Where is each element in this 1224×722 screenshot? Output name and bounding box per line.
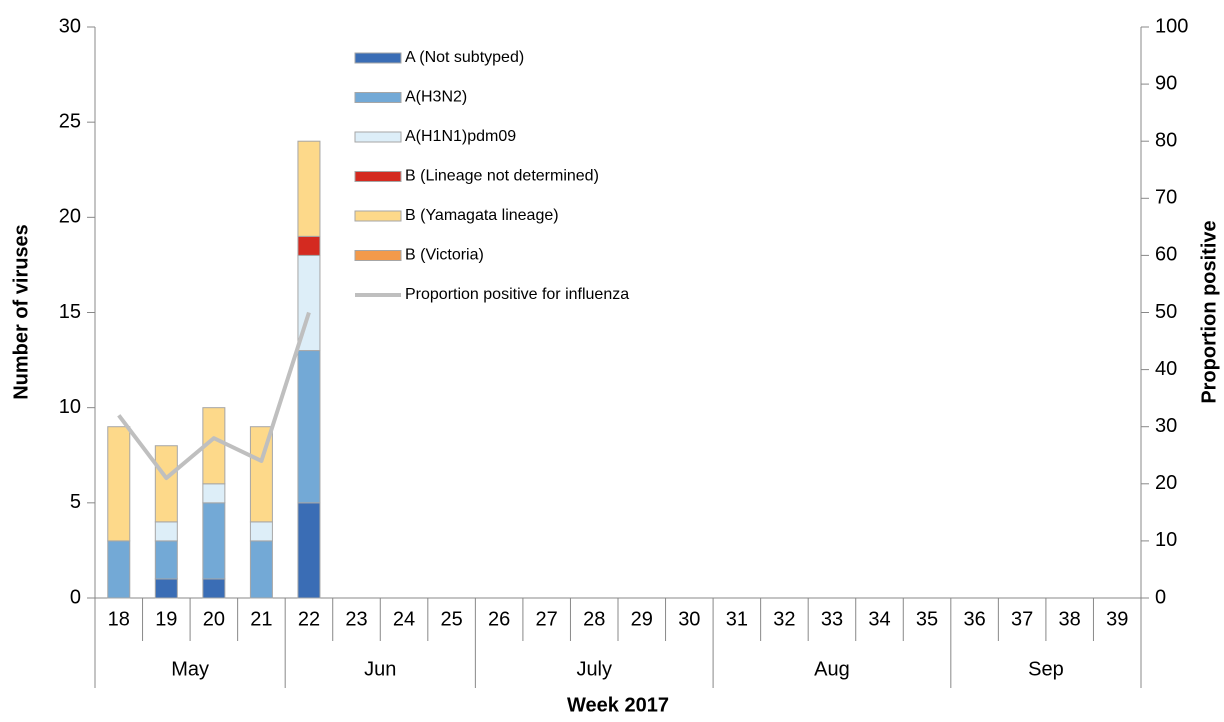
- bar: [202, 483, 226, 504]
- bar: [154, 445, 178, 523]
- legend-label: Proportion positive for influenza: [405, 286, 629, 303]
- legend-swatch: [354, 92, 402, 103]
- x-group-label: July: [576, 658, 612, 680]
- y-tick-label: 10: [59, 396, 81, 418]
- x-group-label: Sep: [1028, 658, 1064, 680]
- x-tick-label: 36: [963, 608, 985, 630]
- x-tick-label: 27: [536, 608, 558, 630]
- bar: [249, 540, 273, 599]
- bar: [297, 350, 321, 504]
- y-tick-label: 15: [59, 301, 81, 323]
- x-tick-label: 20: [203, 608, 225, 630]
- y2-tick-label: 10: [1155, 529, 1177, 551]
- x-tick-label: 35: [916, 608, 938, 630]
- bar: [249, 426, 273, 523]
- x-tick-label: 30: [678, 608, 700, 630]
- x-axis-title: Week 2017: [567, 694, 669, 716]
- y-tick-label: 0: [70, 586, 81, 608]
- legend-swatch: [354, 210, 402, 222]
- legend-label: B (Yamagata lineage): [405, 207, 559, 224]
- y-tick-label: 20: [59, 206, 81, 228]
- y2-tick-label: 90: [1155, 72, 1177, 94]
- x-group-label: Jun: [364, 658, 396, 680]
- x-tick-label: 38: [1059, 608, 1081, 630]
- y-axis-title: Number of viruses: [10, 224, 32, 400]
- legend-label: B (Victoria): [405, 247, 484, 264]
- y2-axis-title: Proportion positive: [1198, 220, 1220, 403]
- legend-label: A(H1N1)pdm09: [405, 128, 516, 145]
- y2-tick-label: 20: [1155, 472, 1177, 494]
- bar: [297, 502, 321, 599]
- bar: [154, 521, 178, 542]
- x-tick-label: 23: [345, 608, 367, 630]
- y2-tick-label: 60: [1155, 244, 1177, 266]
- y2-tick-label: 100: [1155, 15, 1188, 37]
- x-group-label: May: [171, 658, 209, 680]
- x-tick-label: 22: [298, 608, 320, 630]
- legend-label: A(H3N2): [405, 89, 467, 106]
- x-tick-label: 29: [631, 608, 653, 630]
- bar: [154, 578, 178, 599]
- legend-swatch: [354, 250, 402, 261]
- x-tick-label: 34: [868, 608, 890, 630]
- x-tick-label: 19: [155, 608, 177, 630]
- y2-tick-label: 40: [1155, 358, 1177, 380]
- y-tick-label: 25: [59, 110, 81, 132]
- x-tick-label: 37: [1011, 608, 1033, 630]
- legend-swatch: [354, 52, 402, 64]
- y2-tick-label: 30: [1155, 415, 1177, 437]
- bar: [107, 540, 131, 599]
- bar: [107, 426, 131, 542]
- bar: [202, 578, 226, 599]
- bar: [297, 235, 321, 256]
- y2-tick-label: 50: [1155, 301, 1177, 323]
- x-tick-label: 28: [583, 608, 605, 630]
- x-tick-label: 21: [250, 608, 272, 630]
- bar: [297, 140, 321, 237]
- line: [117, 311, 311, 481]
- x-tick-label: 32: [773, 608, 795, 630]
- x-tick-label: 31: [726, 608, 748, 630]
- x-tick-label: 39: [1106, 608, 1128, 630]
- y2-tick-label: 80: [1155, 129, 1177, 151]
- y2-tick-label: 70: [1155, 187, 1177, 209]
- bar: [249, 521, 273, 542]
- bar: [202, 502, 226, 580]
- y2-tick-label: 0: [1155, 586, 1166, 608]
- legend: A (Not subtyped) A(H3N2) A(H1N1)pdm09 B (Li…: [354, 49, 629, 303]
- y-tick-label: 30: [59, 15, 81, 37]
- bar: [154, 540, 178, 580]
- legend-swatch: [354, 131, 402, 143]
- y-tick-label: 5: [70, 491, 81, 513]
- x-tick-label: 25: [440, 608, 462, 630]
- legend-swatch: [354, 171, 402, 182]
- legend-label: A (Not subtyped): [405, 49, 524, 66]
- x-tick-label: 24: [393, 608, 415, 630]
- legend-label: B (Lineage not determined): [405, 168, 599, 185]
- x-group-label: Aug: [814, 658, 850, 680]
- x-tick-label: 33: [821, 608, 843, 630]
- x-tick-label: 26: [488, 608, 510, 630]
- x-tick-label: 18: [108, 608, 130, 630]
